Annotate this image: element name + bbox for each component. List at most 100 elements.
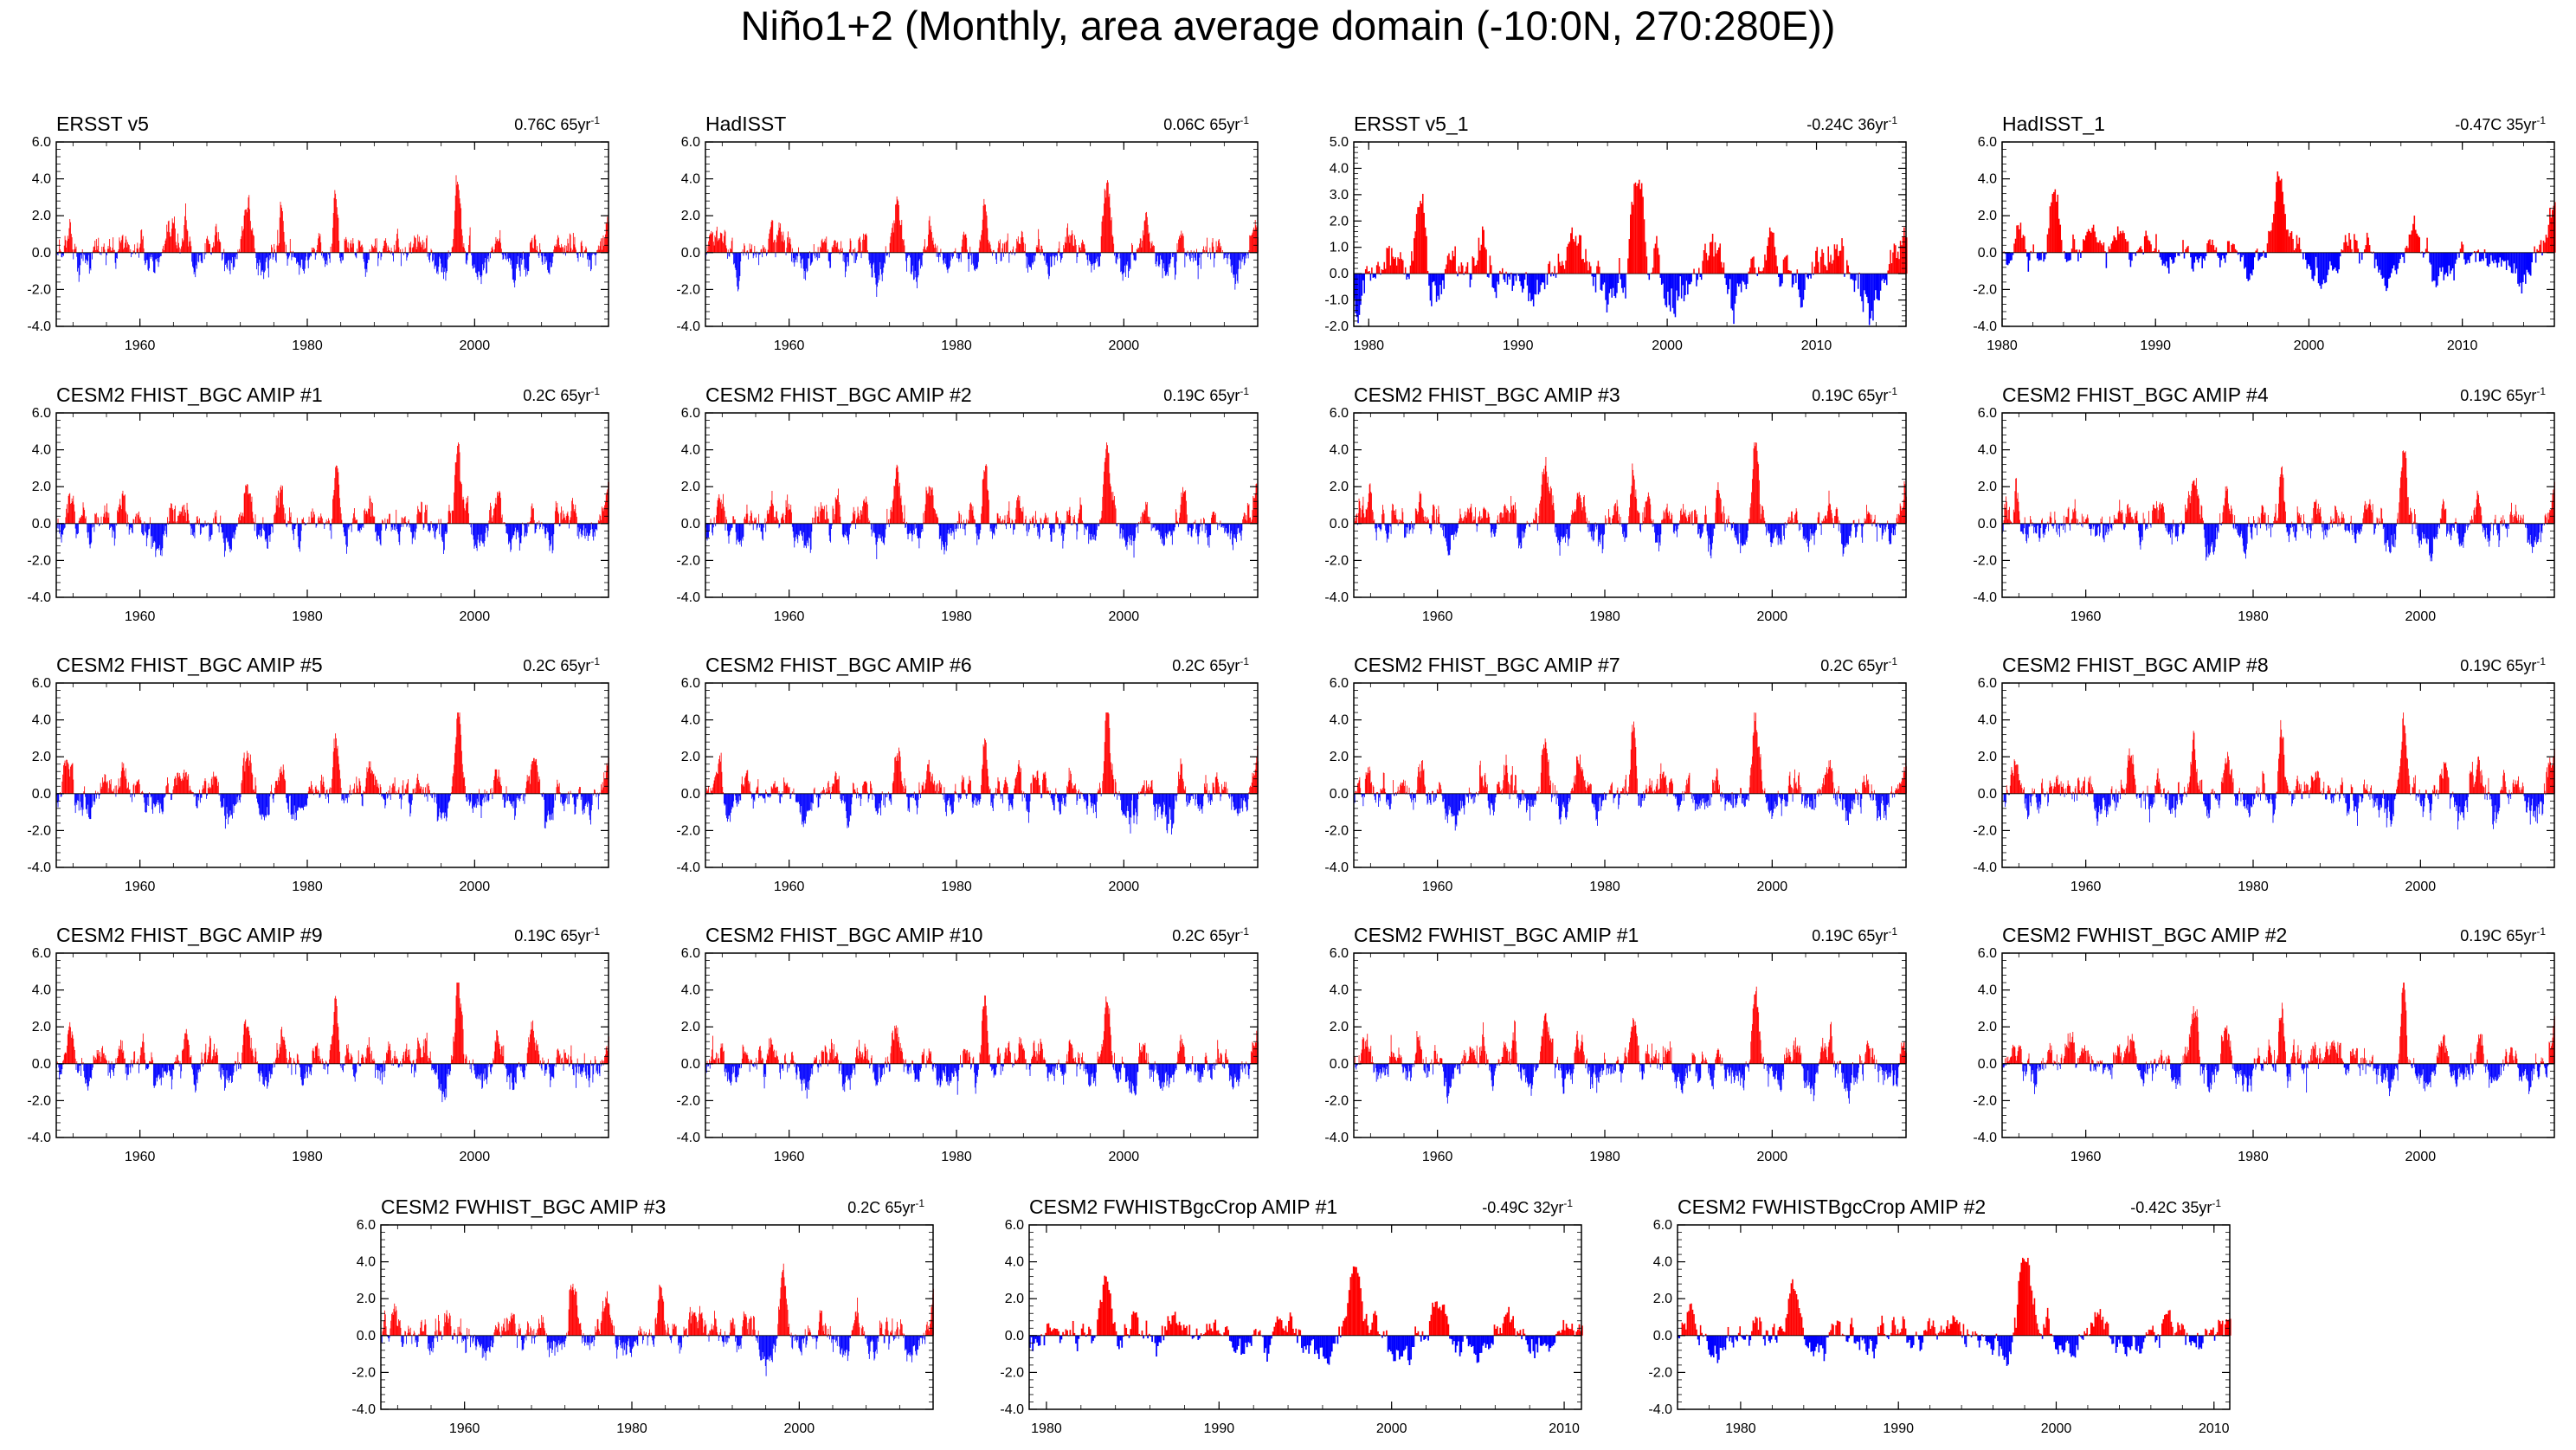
anomaly-bar [1482,518,1484,524]
anomaly-bar [1241,523,1243,531]
anomaly-bar [1543,274,1546,290]
anomaly-bar [843,523,845,538]
anomaly-bar [68,493,70,524]
anomaly-bar [1497,515,1498,524]
anomaly-bar [2398,252,2400,263]
anomaly-bar [350,523,351,525]
anomaly-bar [430,521,432,524]
anomaly-bar [1113,499,1115,524]
anomaly-bar [488,520,490,524]
anomaly-bar [877,252,879,287]
anomaly-bar [1024,519,1026,524]
anomaly-bar [2183,252,2186,259]
anomaly-bar [1085,252,1086,255]
anomaly-bar [794,523,795,548]
anomaly-bar [2274,201,2277,253]
anomaly-bar [1211,514,1213,524]
anomaly-bar [1354,518,1356,524]
anomaly-bar [918,523,919,538]
anomaly-bar [1899,241,1902,274]
anomaly-bar [1044,518,1046,524]
anomaly-bar [1027,252,1029,265]
anomaly-bar [132,250,134,253]
anomaly-bar [906,521,907,524]
anomaly-bar [960,252,961,255]
anomaly-bar [1222,523,1224,528]
anomaly-bar [299,523,301,542]
anomaly-bar [828,519,829,524]
anomaly-bar [1810,274,1812,279]
anomaly-bar [2297,243,2299,253]
anomaly-bar [425,509,427,524]
anomaly-bar [127,522,129,524]
anomaly-bar [2038,252,2039,261]
anomaly-bar [69,493,71,524]
anomaly-bar [426,235,428,253]
anomaly-bar [2435,252,2438,287]
anomaly-bar [2480,252,2482,261]
anomaly-bar [961,521,963,524]
anomaly-bar [591,252,593,255]
anomaly-bar [1504,504,1505,524]
anomaly-bar [409,523,410,528]
anomaly-bar [960,523,961,529]
anomaly-bar [1685,274,1688,281]
anomaly-bar [879,523,881,535]
anomaly-bar [1130,252,1132,255]
anomaly-bar [2116,240,2117,253]
anomaly-bar [503,522,505,524]
anomaly-bar [140,520,142,524]
anomaly-bar [1185,490,1187,524]
anomaly-bar [1171,252,1173,257]
anomaly-bar [823,242,824,253]
trend-label: 0.2C 65yr-1 [523,385,600,404]
anomaly-bar [2539,244,2541,253]
anomaly-bar [368,252,369,260]
anomaly-bar [349,251,351,253]
anomaly-bar [1191,523,1193,538]
anomaly-bar [207,235,208,253]
anomaly-bar [1576,245,1578,274]
anomaly-bar [308,516,310,524]
anomaly-bar [531,237,533,253]
anomaly-bar [1515,509,1517,524]
anomaly-bar [806,252,808,273]
anomaly-bar [2166,252,2167,261]
anomaly-bar [553,523,555,535]
anomaly-bar [2124,239,2127,253]
anomaly-bar [1234,252,1236,290]
anomaly-bar [500,242,501,253]
anomaly-bar [493,508,494,524]
anomaly-bar [1592,274,1594,287]
anomaly-bar [2317,252,2320,284]
anomaly-bar [821,238,823,253]
anomaly-bar [117,510,118,524]
anomaly-bar [718,239,720,253]
anomaly-bar [509,523,511,544]
anomaly-bar [319,518,321,524]
anomaly-bar [1378,266,1381,274]
anomaly-bar [2257,252,2259,261]
anomaly-bar [476,523,478,551]
anomaly-bar [1136,523,1137,528]
anomaly-bar [805,523,807,546]
anomaly-bar [2547,237,2548,253]
anomaly-bar [2207,240,2210,253]
anomaly-bar [873,252,875,274]
anomaly-bar [911,252,913,272]
anomaly-bar [274,512,276,524]
anomaly-bar [1903,227,1905,274]
anomaly-bar [1186,514,1188,524]
anomaly-bar [1716,250,1719,274]
anomaly-bar [1191,252,1193,259]
anomaly-bar [1566,247,1568,274]
anomaly-bar [187,230,189,253]
anomaly-bar [831,246,833,253]
anomaly-bar [436,252,437,274]
anomaly-bar [2378,252,2380,273]
anomaly-bar [495,236,497,253]
anomaly-bar [186,229,188,253]
anomaly-bar [1431,523,1433,532]
anomaly-bar [866,235,867,253]
anomaly-bar [312,508,313,524]
